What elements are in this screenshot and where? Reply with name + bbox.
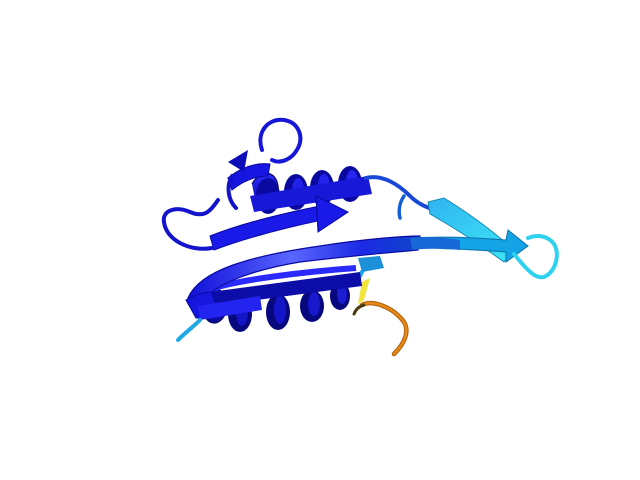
loop-left	[161, 198, 220, 342]
beta-strand-top-left	[209, 150, 349, 251]
loop-orange-tail	[352, 301, 409, 357]
beta-strand-front	[185, 235, 421, 320]
beta-hairpin-right	[364, 175, 559, 280]
strand-right-extension	[358, 237, 460, 272]
helix-top	[250, 166, 372, 214]
loop-top	[226, 117, 303, 210]
